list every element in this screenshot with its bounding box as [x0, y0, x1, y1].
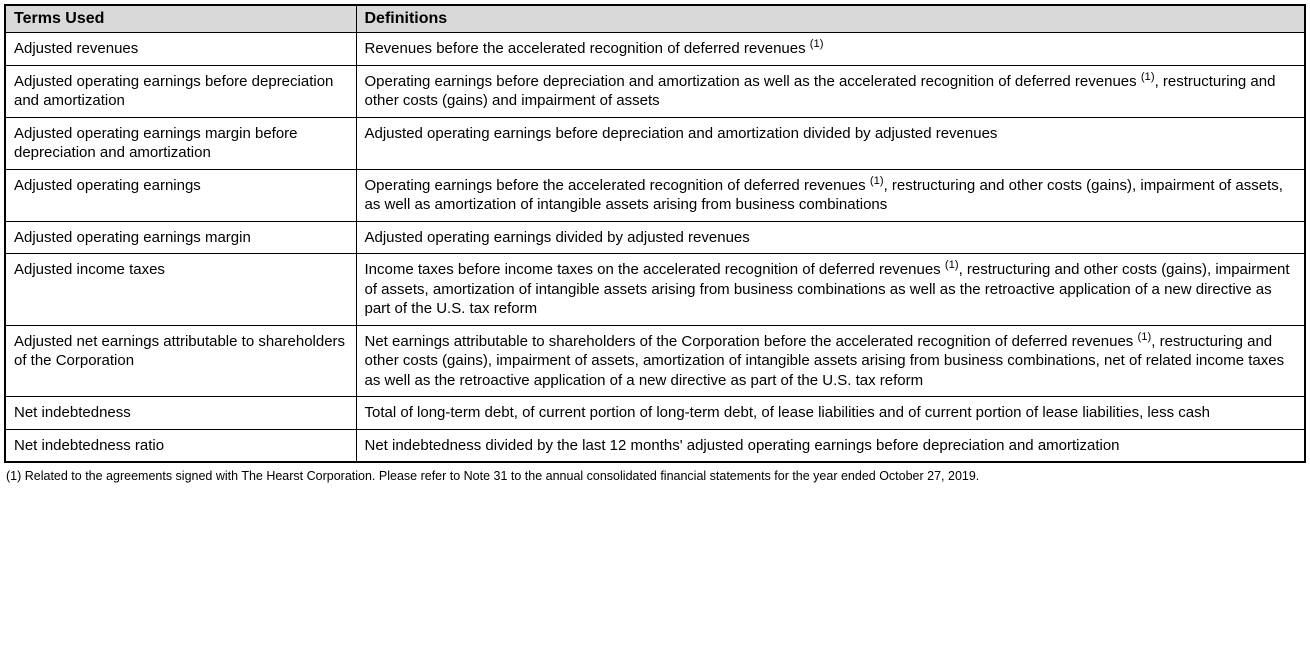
- definitions-table: Terms Used Definitions Adjusted revenues…: [4, 4, 1306, 463]
- table-row: Adjusted operating earningsOperating ear…: [5, 169, 1305, 221]
- definition-cell: Adjusted operating earnings divided by a…: [356, 221, 1305, 254]
- term-cell: Adjusted operating earnings before depre…: [5, 65, 356, 117]
- term-cell: Adjusted operating earnings margin befor…: [5, 117, 356, 169]
- term-cell: Net indebtedness ratio: [5, 429, 356, 462]
- header-terms: Terms Used: [5, 5, 356, 33]
- table-body: Adjusted revenuesRevenues before the acc…: [5, 33, 1305, 463]
- term-cell: Adjusted revenues: [5, 33, 356, 66]
- table-row: Adjusted income taxesIncome taxes before…: [5, 254, 1305, 326]
- footnote-ref: (1): [1137, 331, 1151, 343]
- definition-cell: Operating earnings before the accelerate…: [356, 169, 1305, 221]
- term-cell: Net indebtedness: [5, 397, 356, 430]
- definition-cell: Net indebtedness divided by the last 12 …: [356, 429, 1305, 462]
- term-cell: Adjusted income taxes: [5, 254, 356, 326]
- footnote-text: (1) Related to the agreements signed wit…: [4, 463, 1306, 484]
- term-cell: Adjusted net earnings attributable to sh…: [5, 325, 356, 397]
- term-cell: Adjusted operating earnings margin: [5, 221, 356, 254]
- definition-cell: Operating earnings before depreciation a…: [356, 65, 1305, 117]
- term-cell: Adjusted operating earnings: [5, 169, 356, 221]
- footnote-ref: (1): [810, 38, 824, 50]
- table-row: Adjusted operating earnings marginAdjust…: [5, 221, 1305, 254]
- header-definitions: Definitions: [356, 5, 1305, 33]
- definition-cell: Adjusted operating earnings before depre…: [356, 117, 1305, 169]
- definition-cell: Total of long-term debt, of current port…: [356, 397, 1305, 430]
- table-row: Net indebtedness ratioNet indebtedness d…: [5, 429, 1305, 462]
- table-header: Terms Used Definitions: [5, 5, 1305, 33]
- footnote-ref: (1): [870, 175, 884, 187]
- table-row: Net indebtednessTotal of long-term debt,…: [5, 397, 1305, 430]
- table-row: Adjusted operating earnings margin befor…: [5, 117, 1305, 169]
- definition-cell: Revenues before the accelerated recognit…: [356, 33, 1305, 66]
- table-row: Adjusted operating earnings before depre…: [5, 65, 1305, 117]
- definition-cell: Net earnings attributable to shareholder…: [356, 325, 1305, 397]
- table-row: Adjusted net earnings attributable to sh…: [5, 325, 1305, 397]
- table-row: Adjusted revenuesRevenues before the acc…: [5, 33, 1305, 66]
- footnote-ref: (1): [1141, 71, 1155, 83]
- footnote-ref: (1): [945, 259, 959, 271]
- definition-cell: Income taxes before income taxes on the …: [356, 254, 1305, 326]
